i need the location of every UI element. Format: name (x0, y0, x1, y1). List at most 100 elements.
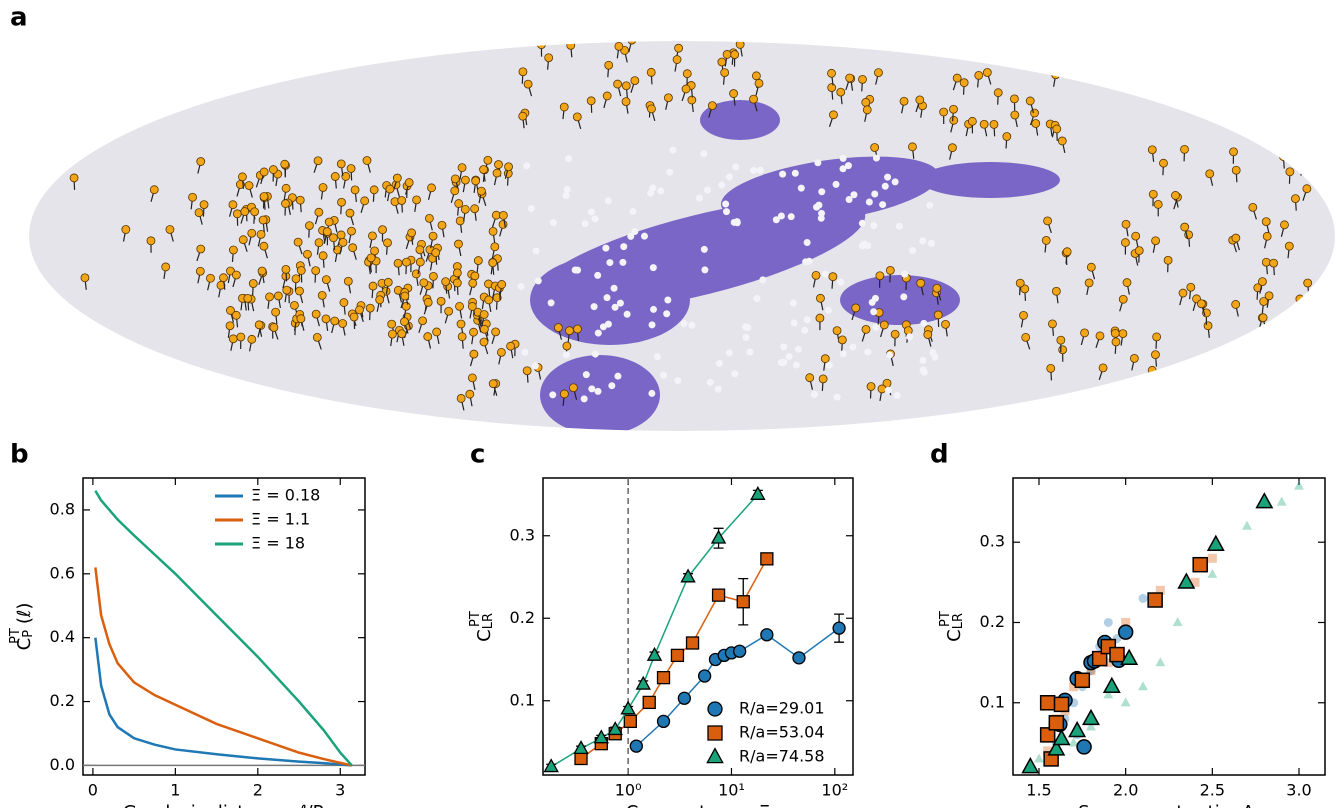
defect-particle (1278, 152, 1288, 161)
defect-particle (415, 245, 425, 255)
defect-particle (879, 320, 889, 330)
defect-particle (322, 227, 332, 237)
director-arrow (1151, 370, 1157, 383)
defect-particle (1111, 337, 1121, 347)
defect-particle (216, 280, 226, 290)
defect-particle (467, 373, 477, 383)
defect-particle (452, 268, 462, 278)
defect-particle (1043, 216, 1052, 226)
defect-particle (1269, 258, 1278, 268)
marker (1276, 496, 1287, 506)
defect-particle (454, 239, 463, 249)
legend-label: R/a=29.01 (739, 699, 825, 718)
marker (680, 568, 696, 583)
defect-particle (989, 119, 999, 129)
defect-particle (473, 256, 483, 265)
defect-particle (305, 221, 314, 231)
bead (803, 239, 811, 247)
defect-particle (915, 95, 925, 105)
defect-particle (820, 354, 830, 364)
marker (1103, 617, 1113, 627)
defect-particle (194, 208, 204, 218)
bead (832, 180, 840, 188)
defect-particle (341, 172, 351, 181)
bead (926, 201, 934, 209)
defect-particle (837, 335, 847, 345)
marker (760, 552, 774, 566)
defect-particle (1258, 313, 1268, 323)
defect-particle (232, 209, 242, 219)
legend-label: Ξ = 0.18 (251, 486, 320, 505)
defect-particle (470, 271, 480, 281)
defect-particle (206, 273, 215, 283)
bead (772, 216, 780, 224)
defect-particle (494, 160, 503, 169)
bead (587, 208, 595, 216)
defect-particle (407, 228, 416, 238)
defect-particle (318, 183, 328, 192)
bead (549, 219, 557, 227)
defect-particle (1031, 119, 1041, 128)
defect-particle (369, 185, 379, 195)
defect-particle (427, 183, 436, 193)
y-tick-label: 0.4 (50, 627, 75, 646)
defect-particle (941, 319, 950, 329)
y-tick-label: 0.6 (50, 563, 75, 582)
bead (895, 222, 903, 230)
marker (707, 701, 723, 717)
y-tick-label: 0.1 (510, 690, 535, 709)
line-series (94, 490, 353, 767)
defect-particle (586, 96, 596, 106)
bead (919, 237, 927, 245)
director-arrow (1252, 334, 1258, 347)
bead (868, 298, 876, 306)
defect-particle (1211, 372, 1221, 381)
defect-particle (877, 384, 887, 394)
defect-particle (862, 105, 872, 115)
defect-particle (296, 314, 306, 324)
director-arrow (1286, 342, 1290, 355)
bead (821, 270, 829, 278)
defect-particle (1147, 365, 1157, 375)
bead (594, 329, 602, 337)
defect-particle (349, 312, 359, 322)
bead (517, 282, 525, 290)
plot-frame (82, 477, 366, 776)
bead (725, 349, 733, 357)
bead (674, 377, 682, 385)
defect-particle (566, 41, 576, 50)
defect-particle (1295, 294, 1305, 304)
defect-particle (621, 97, 631, 107)
marker (642, 695, 656, 710)
defect-particle (1197, 299, 1206, 309)
marker (629, 739, 643, 753)
bead (619, 258, 627, 266)
defect-particle (1095, 331, 1105, 341)
marker (1138, 681, 1148, 691)
defect-particle (1258, 277, 1267, 287)
panel-label: b (10, 440, 29, 470)
defect-particle (1235, 357, 1245, 367)
defect-particle (188, 192, 197, 202)
simulation-snapshot (29, 41, 1335, 431)
defect-particle (492, 168, 502, 178)
defect-particle (456, 394, 466, 403)
defect-particle (428, 231, 438, 241)
defect-particle (1010, 110, 1020, 120)
bead (562, 351, 570, 359)
defect-particle (933, 310, 943, 320)
defect-particle (228, 200, 238, 210)
bead (653, 353, 661, 361)
label-main: C (14, 638, 35, 651)
defect-particle (932, 283, 942, 293)
defect-particle (314, 207, 324, 217)
defect-particle (465, 389, 475, 399)
defect-particle (1303, 278, 1313, 288)
x-tick-label: 10¹ (718, 781, 745, 800)
defect-particle (1051, 70, 1061, 80)
defect-particle (412, 195, 421, 205)
bead (901, 270, 909, 278)
bead (521, 348, 529, 356)
defect-particle (1025, 96, 1035, 106)
defect-particle (469, 349, 479, 359)
